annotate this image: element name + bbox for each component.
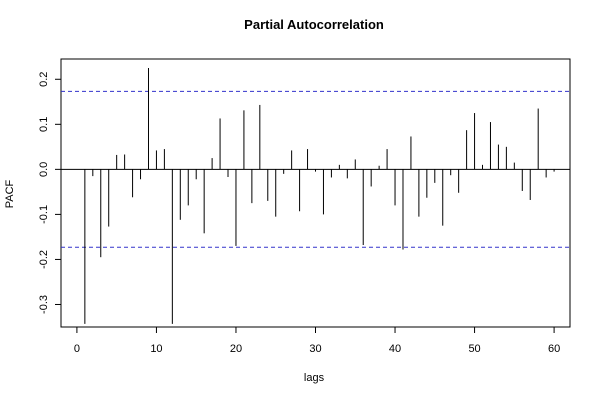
x-axis: 0 10 20 30 40 50 60 (74, 327, 560, 355)
y-tick-label: -0.1 (38, 205, 50, 224)
chart-title: Partial Autocorrelation (244, 17, 384, 32)
y-tick-label: 0.2 (38, 72, 50, 87)
y-tick-label: -0.3 (38, 295, 50, 314)
x-tick-label: 10 (150, 343, 162, 355)
x-tick-label: 30 (309, 343, 321, 355)
x-tick-label: 60 (548, 343, 560, 355)
y-tick-label: 0.0 (38, 162, 50, 177)
x-axis-label: lags (304, 372, 325, 384)
plot-frame (60, 58, 571, 328)
confidence-bounds (61, 90, 570, 248)
y-axis-label: PACF (4, 179, 16, 208)
y-tick-label: 0.1 (38, 117, 50, 132)
y-axis: -0.3 -0.2 -0.1 0.0 0.1 0.2 (38, 72, 61, 314)
x-tick-label: 40 (389, 343, 401, 355)
y-tick-label: -0.2 (38, 250, 50, 269)
x-tick-label: 50 (468, 343, 480, 355)
pacf-bars (61, 68, 570, 324)
x-tick-label: 0 (74, 343, 80, 355)
x-tick-label: 20 (230, 343, 242, 355)
